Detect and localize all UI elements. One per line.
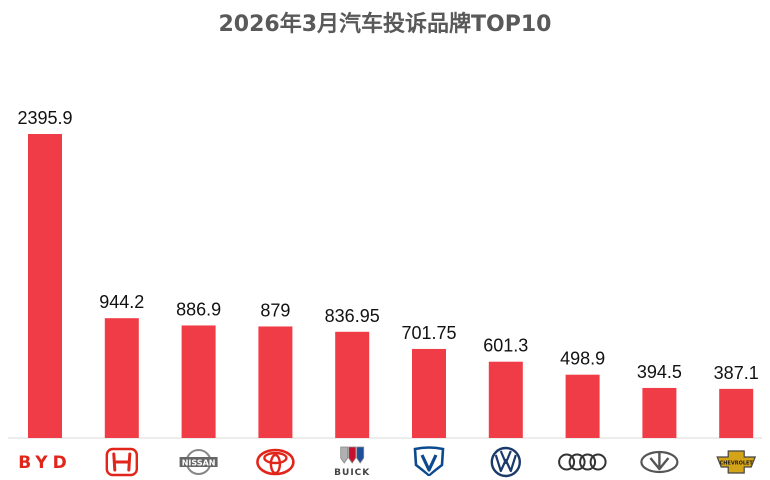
chevrolet-logo-text: CHEVROLET: [720, 461, 754, 467]
byd-logo: BYD: [18, 453, 71, 473]
bar-honda: [104, 318, 139, 438]
value-label-toyota: 879: [260, 300, 290, 320]
value-labels-group: 2395.9 944.2 886.9 879 836.95 701.75 601.3 498.…: [17, 108, 758, 383]
toyota-logo: [256, 448, 295, 476]
chery-logo: [640, 450, 679, 474]
buick-logo-text: BUICK: [334, 468, 370, 478]
value-label-buick: 836.95: [325, 306, 380, 326]
bar-toyota: [258, 326, 293, 438]
bar-audi: [565, 374, 600, 438]
chart-title: 2026年3月汽车投诉品牌TOP10: [218, 12, 552, 37]
bar-chery: [642, 387, 677, 438]
volkswagen-logo: [490, 446, 521, 478]
nissan-logo: NISSAN: [179, 449, 218, 475]
value-label-honda: 944.2: [99, 292, 144, 312]
value-label-volkswagen: 601.3: [483, 336, 528, 356]
bar-volkswagen: [488, 361, 523, 438]
value-label-nissan: 886.9: [176, 299, 221, 319]
audi-logo: [558, 453, 607, 471]
bar-chevrolet: [719, 388, 754, 438]
byd-logo-text: BYD: [18, 453, 71, 473]
bar-changan: [412, 348, 446, 438]
chevrolet-logo: CHEVROLET: [716, 450, 757, 474]
value-label-chery: 394.5: [637, 362, 682, 382]
honda-logo: [105, 447, 139, 477]
value-label-audi: 498.9: [560, 349, 605, 369]
bar-nissan: [181, 325, 216, 438]
bar-byd: [28, 134, 62, 438]
nissan-logo-text: NISSAN: [182, 459, 216, 468]
buick-logo: BUICK: [334, 446, 370, 478]
value-label-changan: 701.75: [401, 323, 456, 343]
brand-logos-group: BYD NISSAN BUICK CHEVROLET: [18, 446, 757, 478]
value-label-chevrolet: 387.1: [714, 363, 759, 383]
bar-buick: [335, 331, 370, 438]
changan-logo: [413, 446, 445, 477]
bars-group: [28, 134, 754, 438]
value-label-byd: 2395.9: [17, 108, 72, 128]
